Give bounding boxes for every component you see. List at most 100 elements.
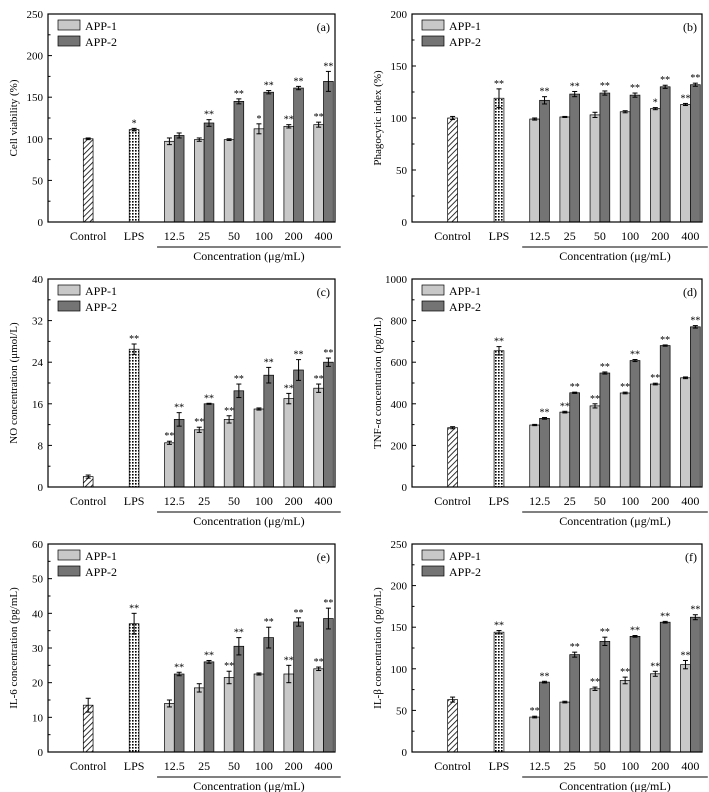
legend-swatch-app-1 xyxy=(421,549,445,561)
x-tick-label: 12.5 xyxy=(164,494,185,508)
plot-frame xyxy=(411,13,703,223)
y-tick-label: 150 xyxy=(27,92,44,104)
bar-app-2 xyxy=(690,84,701,223)
bar-app-1 xyxy=(164,703,175,753)
bar-app-2 xyxy=(539,99,550,223)
y-tick-label: 40 xyxy=(32,274,44,286)
bar-app-2 xyxy=(203,661,215,753)
y-tick-label: 150 xyxy=(391,61,408,73)
panel-label: (d) xyxy=(683,285,697,299)
significance-label: ** xyxy=(323,598,333,609)
significance-label: ** xyxy=(680,93,690,104)
y-tick-label: 8 xyxy=(38,440,44,452)
bar-app-2 xyxy=(293,369,304,488)
significance-label: ** xyxy=(690,605,700,616)
legend-swatch-app-2 xyxy=(57,300,81,312)
significance-label: ** xyxy=(660,611,670,622)
y-tick-label: 30 xyxy=(32,643,44,655)
x-axis-label: Concentration (μg/mL) xyxy=(559,249,670,263)
bar-app-2 xyxy=(173,419,185,488)
y-tick-label: 50 xyxy=(32,175,44,187)
significance-label: ** xyxy=(234,89,244,100)
x-tick-label: 100 xyxy=(621,229,639,243)
chart-panel-5: 0 50 100 150 200 250 IL-β concentration (pg/mL… xyxy=(372,539,708,792)
y-tick-label: 16 xyxy=(32,399,44,411)
y-tick-label: 0 xyxy=(38,747,44,759)
bar-app-1 xyxy=(253,128,265,223)
x-label-lps: LPS xyxy=(489,759,510,773)
y-tick-label: 50 xyxy=(32,574,44,586)
significance-label: ** xyxy=(234,374,244,385)
bar-app-1 xyxy=(619,111,631,223)
bar-lps xyxy=(493,97,505,223)
chart-panel-2: 0 8 16 24 32 40 NO concentration (μmol/L) ** Con… xyxy=(8,274,341,528)
bar-app-1 xyxy=(529,716,540,753)
x-tick-label: 50 xyxy=(594,494,606,508)
legend-label-app-1: APP-1 xyxy=(85,549,117,563)
significance-label: ** xyxy=(284,115,294,126)
bar-app-2 xyxy=(629,94,641,223)
x-tick-label: 50 xyxy=(228,759,240,773)
y-tick-label: 24 xyxy=(32,357,44,369)
legend-swatch-app-1 xyxy=(57,284,81,296)
bar-app-1 xyxy=(313,668,324,753)
legend-label-app-1: APP-1 xyxy=(449,549,481,563)
x-tick-label: 100 xyxy=(621,494,639,508)
plot-frame xyxy=(47,13,336,223)
legend-swatch-app-1 xyxy=(57,549,81,561)
bar-lps xyxy=(128,129,140,223)
x-tick-label: 50 xyxy=(594,229,606,243)
significance-label: ** xyxy=(600,627,610,638)
bar-lps xyxy=(128,623,140,753)
x-tick-label: 100 xyxy=(621,759,639,773)
x-tick-label: 50 xyxy=(594,759,606,773)
y-axis-label: Cell viability (%) xyxy=(8,79,20,156)
y-tick-label: 800 xyxy=(391,316,408,328)
significance-label: ** xyxy=(264,81,274,92)
significance-label: ** xyxy=(314,374,324,385)
bar-app-1 xyxy=(313,124,324,223)
significance-label: ** xyxy=(540,408,550,419)
significance-label: ** xyxy=(174,403,184,414)
y-axis-label: IL-6 concentration (pg/mL) xyxy=(8,587,20,709)
significance-label: ** xyxy=(284,655,294,666)
x-tick-label: 25 xyxy=(564,229,576,243)
y-tick-label: 600 xyxy=(391,357,408,369)
bar-app-1 xyxy=(283,125,295,223)
legend-label-app-2: APP-2 xyxy=(85,300,117,314)
bar-app-1 xyxy=(650,108,661,223)
legend-swatch-app-2 xyxy=(421,35,445,47)
legend-swatch-app-2 xyxy=(421,565,445,577)
x-tick-label: 50 xyxy=(228,229,240,243)
bar-app-1 xyxy=(589,688,601,753)
x-tick-label: 12.5 xyxy=(164,759,185,773)
significance-label: ** xyxy=(570,81,580,92)
y-tick-label: 100 xyxy=(27,134,44,146)
bar-app-2 xyxy=(539,681,550,753)
chart-panel-0: 0 50 100 150 200 250 Cell viability (%) * Contro… xyxy=(8,9,341,263)
x-label-lps: LPS xyxy=(489,494,510,508)
significance-label: ** xyxy=(323,61,333,72)
bar-app-2 xyxy=(323,618,334,753)
bar-app-2 xyxy=(690,616,701,753)
significance-label: ** xyxy=(560,401,570,412)
significance-label: ** xyxy=(494,621,504,632)
x-label-control: Control xyxy=(434,229,471,243)
bar-app-1 xyxy=(619,680,631,753)
bar-app-2 xyxy=(569,654,580,753)
x-tick-label: 25 xyxy=(198,494,210,508)
plot-frame xyxy=(411,543,703,753)
y-tick-label: 0 xyxy=(402,482,408,494)
significance-label: ** xyxy=(630,349,640,360)
bar-app-2 xyxy=(629,360,641,488)
x-label-lps: LPS xyxy=(124,229,145,243)
significance-label: ** xyxy=(630,83,640,94)
x-tick-label: 50 xyxy=(228,494,240,508)
significance-label: ** xyxy=(294,76,304,87)
bar-app-2 xyxy=(263,637,274,753)
bar-app-1 xyxy=(680,664,691,753)
bar-app-2 xyxy=(263,374,274,488)
bar-app-2 xyxy=(659,621,671,753)
x-label-lps: LPS xyxy=(124,759,145,773)
x-tick-label: 12.5 xyxy=(164,229,185,243)
